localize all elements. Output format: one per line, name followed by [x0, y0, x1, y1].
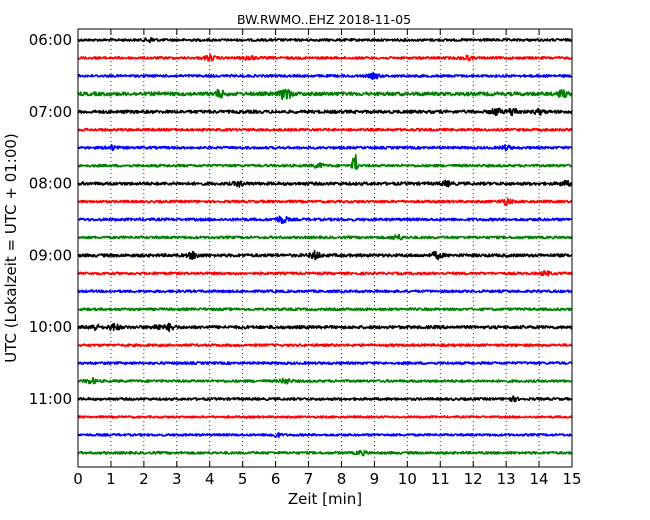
x-tick-label: 12	[464, 470, 483, 488]
trace-row-1130	[77, 432, 573, 439]
trace-row-0715	[77, 127, 573, 132]
x-tick-label: 5	[238, 470, 248, 488]
trace-row-0700	[77, 107, 573, 117]
x-tick-label: 1	[106, 470, 116, 488]
y-tick-label: 07:00	[29, 103, 72, 121]
trace-row-0945	[77, 307, 573, 312]
trace-row-0730	[77, 143, 573, 152]
x-tick-label: 8	[337, 470, 347, 488]
x-tick-label: 2	[139, 470, 149, 488]
x-tick-label: 13	[497, 470, 516, 488]
x-tick-label: 4	[205, 470, 215, 488]
y-tick-label: 09:00	[29, 246, 72, 264]
trace-row-0645	[77, 88, 573, 101]
x-tick-label: 0	[73, 470, 83, 488]
trace-row-1045	[77, 376, 573, 385]
trace-row-1015	[77, 343, 573, 348]
trace-row-1030	[77, 361, 573, 366]
trace-row-0745	[77, 153, 573, 171]
x-tick-label: 10	[398, 470, 417, 488]
trace-row-0630	[77, 71, 573, 81]
seismic-traces	[77, 36, 573, 457]
x-axis-ticks: 0 1 2 3 4 5 6 7 8 9 10 11 12 13 14 15	[73, 29, 582, 488]
x-tick-label: 15	[562, 470, 581, 488]
trace-row-0930	[77, 289, 573, 294]
x-tick-label: 6	[271, 470, 281, 488]
y-axis-ticks: 06:00 07:00 08:00 09:00 10:00 11:00	[29, 31, 572, 408]
trace-row-0915	[77, 270, 573, 277]
y-axis-label: UTC (Lokalzeit = UTC + 01:00)	[2, 133, 20, 363]
trace-row-0900	[77, 249, 573, 261]
trace-row-0800	[77, 179, 573, 188]
x-tick-label: 9	[370, 470, 380, 488]
trace-row-1115	[77, 415, 573, 419]
trace-row-1000	[77, 322, 573, 333]
y-tick-label: 11:00	[29, 390, 72, 408]
trace-row-0830	[77, 215, 573, 224]
x-tick-label: 11	[431, 470, 450, 488]
x-axis-label: Zeit [min]	[288, 490, 362, 508]
x-tick-label: 14	[530, 470, 549, 488]
chart-title: BW.RWMO..EHZ 2018-11-05	[237, 12, 411, 27]
y-tick-label: 06:00	[29, 31, 72, 49]
x-tick-label: 7	[304, 470, 314, 488]
trace-row-1145	[77, 449, 573, 457]
plot-frame	[77, 28, 573, 468]
y-tick-label: 10:00	[29, 318, 72, 336]
trace-row-0600	[77, 36, 573, 44]
trace-row-0815	[77, 197, 573, 207]
trace-row-1100	[77, 395, 573, 403]
x-tick-label: 3	[172, 470, 182, 488]
y-tick-label: 08:00	[29, 175, 72, 193]
trace-row-0615	[77, 53, 573, 62]
trace-row-0845	[77, 233, 573, 241]
